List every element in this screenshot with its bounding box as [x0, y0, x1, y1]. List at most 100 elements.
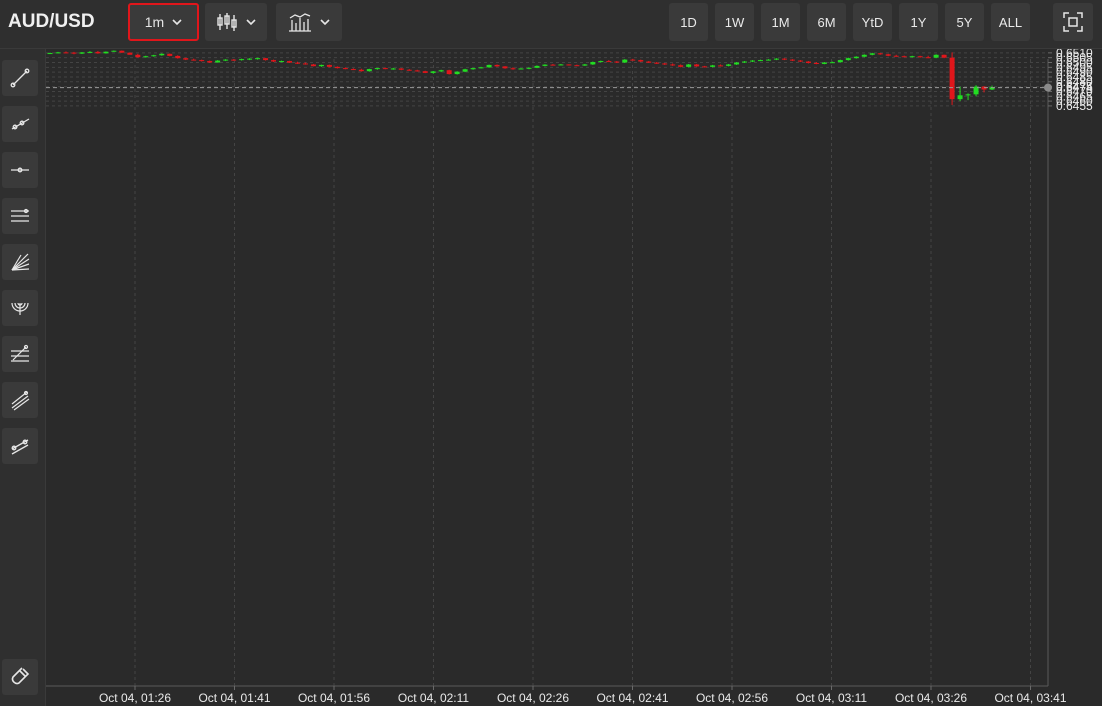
- candle-body: [430, 71, 436, 73]
- range-1w-button[interactable]: 1W: [715, 3, 754, 41]
- candle-body: [630, 59, 636, 61]
- range-all-button[interactable]: ALL: [991, 3, 1030, 41]
- price-tick-label: 0.6465: [1056, 89, 1093, 103]
- candle-body: [374, 68, 380, 70]
- candle-body: [901, 56, 907, 58]
- price-tick-label: 0.6485: [1056, 70, 1093, 84]
- candle-body: [215, 60, 221, 63]
- chart-type-select[interactable]: [205, 3, 267, 41]
- candle-body: [821, 62, 827, 64]
- pitchfork-icon: [11, 390, 30, 411]
- candle-body: [646, 61, 652, 63]
- tool-fib-arc[interactable]: [2, 290, 38, 326]
- candle-body: [438, 70, 444, 72]
- candle-body: [566, 64, 572, 66]
- time-tick-label: Oct 04, 02:41: [596, 691, 668, 705]
- fib-arc-icon: [11, 302, 29, 315]
- tool-ray[interactable]: [2, 106, 38, 142]
- time-tick-label: Oct 04, 02:11: [398, 691, 469, 705]
- candle-body: [765, 59, 771, 61]
- candle-body: [781, 58, 787, 60]
- price-tick-label: 0.6455: [1056, 99, 1093, 113]
- price-tick-label: 0.6470: [1056, 84, 1093, 98]
- candle-body: [853, 56, 859, 59]
- tool-pitchfork[interactable]: [2, 382, 38, 418]
- candle-body: [949, 57, 955, 100]
- candle-body: [510, 68, 516, 70]
- candle-body: [869, 53, 875, 55]
- parallel-channel-icon: [11, 208, 29, 222]
- candle-body: [973, 86, 979, 95]
- candle-body: [829, 62, 835, 64]
- candle-body: [223, 59, 229, 61]
- candle-body: [558, 64, 564, 66]
- candle-body: [302, 63, 308, 65]
- candle-body: [95, 51, 101, 54]
- price-axis: 0.64550.64600.64650.64700.64750.64800.64…: [1048, 49, 1093, 113]
- time-tick-label: Oct 04, 02:26: [497, 691, 569, 705]
- candle-body: [718, 65, 724, 67]
- candle-body: [965, 94, 971, 96]
- interval-select[interactable]: 1m: [128, 3, 199, 41]
- candle-body: [71, 52, 77, 54]
- candle-body: [454, 71, 460, 75]
- tool-fib-retracement[interactable]: [2, 336, 38, 372]
- tool-trend-line[interactable]: [2, 60, 38, 96]
- range-1y-button[interactable]: 1Y: [899, 3, 938, 41]
- symbol-title: AUD/USD: [8, 11, 95, 32]
- tool-horizontal-line[interactable]: [2, 152, 38, 188]
- candle-body: [638, 60, 644, 62]
- candle-body: [191, 59, 197, 61]
- candle-body: [79, 52, 85, 54]
- chevron-down-icon: [320, 19, 330, 26]
- time-tick-label: Oct 04, 01:41: [198, 691, 270, 705]
- measure-icon: [11, 439, 29, 455]
- candle-body: [159, 53, 165, 56]
- tool-measure[interactable]: [2, 428, 38, 464]
- range-1d-button[interactable]: 1D: [669, 3, 708, 41]
- candle-body: [358, 69, 364, 72]
- tool-fib-fan[interactable]: [2, 244, 38, 280]
- candle-body: [734, 62, 740, 65]
- range-5y-button[interactable]: 5Y: [945, 3, 984, 41]
- candle-body: [334, 66, 340, 69]
- indicators-select[interactable]: [276, 3, 342, 41]
- candle-body: [742, 61, 748, 63]
- candle-body: [279, 61, 285, 63]
- price-tick-label: 0.6460: [1056, 94, 1093, 108]
- candle-body: [614, 61, 620, 63]
- candle-body: [550, 64, 556, 66]
- time-tick-label: Oct 04, 02:56: [696, 691, 768, 705]
- candle-body: [398, 68, 404, 70]
- candle-body: [590, 62, 596, 65]
- price-tick-label: 0.6500: [1056, 56, 1093, 70]
- candle-body: [318, 64, 324, 67]
- candle-body: [446, 70, 452, 75]
- candle-body: [366, 69, 372, 72]
- candle-body: [726, 64, 732, 66]
- price-tick-label: 0.6495: [1056, 60, 1093, 74]
- indicators-icon: [289, 13, 311, 32]
- fullscreen-button[interactable]: [1053, 3, 1093, 41]
- candle-body: [342, 68, 348, 70]
- candle-body: [877, 53, 883, 55]
- candle-body: [917, 56, 923, 58]
- tool-parallel-channel[interactable]: [2, 198, 38, 234]
- price-tick-label: 0.6475: [1056, 80, 1093, 94]
- candle-body: [622, 59, 628, 63]
- price-chart[interactable]: 0.64550.64600.64650.64700.64750.64800.64…: [46, 49, 1102, 706]
- tool-magnet[interactable]: [2, 659, 38, 695]
- range-6m-button[interactable]: 6M: [807, 3, 846, 41]
- ray-icon: [11, 118, 30, 130]
- candle-body: [526, 67, 532, 69]
- candle-body: [686, 64, 692, 67]
- candle-body: [231, 59, 237, 61]
- candle-body: [406, 69, 412, 71]
- candle-body: [710, 65, 716, 67]
- range-1m-button[interactable]: 1M: [761, 3, 800, 41]
- candle-body: [574, 65, 580, 67]
- candle-body: [263, 58, 269, 61]
- candle-body: [239, 59, 245, 61]
- range-ytd-button[interactable]: YtD: [853, 3, 892, 41]
- candle-body: [119, 50, 125, 53]
